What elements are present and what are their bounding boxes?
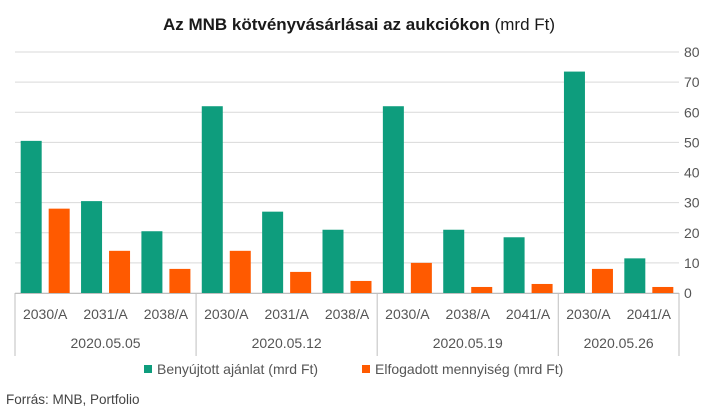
bar-submitted	[81, 201, 103, 293]
bars	[20, 71, 674, 293]
x-tick-label: 2038/A	[446, 306, 491, 322]
chart-title-bold: Az MNB kötvényvásárlásai az aukciókon	[163, 15, 490, 34]
legend-swatch	[362, 365, 370, 373]
x-tick-label: 2030/A	[204, 306, 249, 322]
bar-submitted	[503, 237, 525, 293]
bar-accepted	[531, 283, 553, 293]
y-tick-label: 60	[684, 104, 700, 120]
bar-accepted	[591, 268, 613, 293]
bar-accepted	[109, 250, 131, 293]
x-tick-label: 2038/A	[144, 306, 189, 322]
bar-accepted	[48, 208, 70, 293]
bar-submitted	[20, 140, 42, 293]
x-tick-label: 2030/A	[566, 306, 611, 322]
legend: Benyújtott ajánlat (mrd Ft) Elfogadott me…	[144, 361, 563, 377]
bar-submitted	[141, 231, 163, 293]
x-tick-label: 2041/A	[627, 306, 672, 322]
bar-accepted	[471, 286, 493, 293]
legend-swatch	[144, 365, 152, 373]
x-tick-label: 2038/A	[325, 306, 370, 322]
x-tick-label: 2031/A	[264, 306, 309, 322]
bar-accepted	[290, 271, 312, 293]
bar-accepted	[410, 262, 432, 293]
x-group-label: 2020.05.19	[433, 335, 503, 351]
y-tick-label: 40	[684, 165, 700, 181]
y-tick-label: 0	[684, 285, 692, 301]
bar-accepted	[350, 280, 372, 293]
x-tick-label: 2041/A	[506, 306, 551, 322]
legend-label: Benyújtott ajánlat (mrd Ft)	[157, 361, 318, 377]
bar-submitted	[624, 258, 646, 293]
bar-accepted	[652, 286, 674, 293]
bar-submitted	[563, 71, 585, 293]
bar-submitted	[322, 229, 344, 293]
chart-title-unit: (mrd Ft)	[490, 15, 555, 34]
x-tick-label: 2030/A	[23, 306, 68, 322]
bar-accepted	[229, 250, 251, 293]
y-axis: 0 10 20 30 40 50 60 70 80	[684, 44, 700, 301]
bar-submitted	[382, 106, 404, 293]
y-tick-label: 30	[684, 195, 700, 211]
y-tick-label: 70	[684, 74, 700, 90]
x-group-label: 2020.05.26	[584, 335, 654, 351]
chart-title: Az MNB kötvényvásárlásai az aukciókon (m…	[163, 15, 555, 34]
x-axis: 2030/A 2031/A 2038/A 2030/A 2031/A 2038/A 2030…	[14, 293, 680, 356]
y-tick-label: 20	[684, 225, 700, 241]
source-note: Forrás: MNB, Portfolio	[6, 392, 140, 407]
y-tick-label: 80	[684, 44, 700, 60]
x-tick-label: 2031/A	[83, 306, 128, 322]
bar-submitted	[201, 106, 223, 293]
x-group-label: 2020.05.12	[252, 335, 322, 351]
y-tick-label: 10	[684, 255, 700, 271]
y-tick-label: 50	[684, 134, 700, 150]
bar-submitted	[262, 211, 284, 293]
x-group-label: 2020.05.05	[71, 335, 141, 351]
bar-accepted	[169, 268, 191, 293]
bar-submitted	[443, 229, 465, 293]
x-tick-label: 2030/A	[385, 306, 430, 322]
legend-label: Elfogadott mennyiség (mrd Ft)	[375, 361, 563, 377]
